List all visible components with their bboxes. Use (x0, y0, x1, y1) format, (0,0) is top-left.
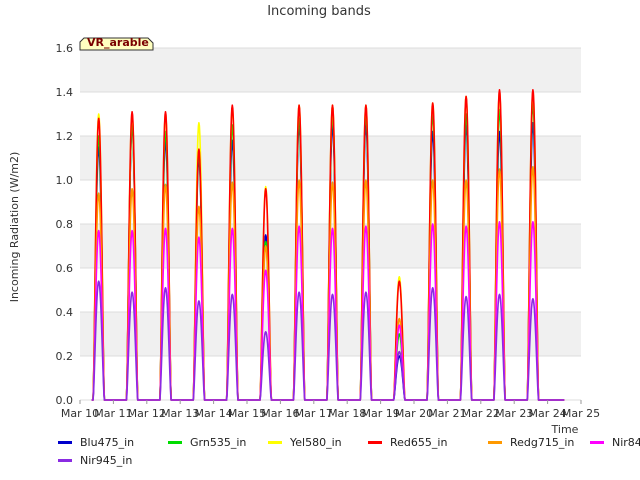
legend-label: Nir840_in (612, 436, 640, 449)
legend-item-nir840_in: Nir840_in (590, 436, 640, 449)
x-tick-label: Mar 16 (261, 407, 299, 420)
x-tick-label: Mar 21 (428, 407, 466, 420)
y-tick-label: 1.0 (56, 174, 74, 187)
plot-area (80, 47, 581, 401)
legend-label: Grn535_in (190, 436, 247, 449)
series-line-nir945_in (91, 280, 565, 401)
annotation-label: VR_arable (87, 36, 149, 49)
legend-label: Red655_in (390, 436, 448, 449)
y-tick-label: 0.0 (56, 394, 74, 407)
x-tick-label: Mar 20 (395, 407, 433, 420)
x-tick-label: Mar 14 (194, 407, 232, 420)
legend-swatch (168, 441, 182, 444)
x-tick-label: Mar 10 (61, 407, 99, 420)
legend-swatch (58, 441, 72, 444)
annotation-box: VR_arable (79, 36, 154, 51)
y-tick-label: 0.2 (56, 350, 74, 363)
x-tick-label: Mar 12 (128, 407, 166, 420)
legend-swatch (488, 441, 502, 444)
y-axis: 0.0 0.2 0.4 0.6 0.8 1.0 1.2 1.4 1.6 (56, 42, 74, 407)
y-tick-label: 1.2 (56, 130, 74, 143)
x-axis-label: Time (551, 423, 579, 436)
x-tick-label: Mar 13 (161, 407, 199, 420)
grid-band (80, 48, 581, 92)
x-tick-label: Mar 23 (495, 407, 533, 420)
y-tick-label: 0.8 (56, 218, 74, 231)
legend-item-nir945_in: Nir945_in (58, 454, 132, 467)
legend-label: Redg715_in (510, 436, 575, 449)
legend-swatch (368, 441, 382, 444)
y-tick-label: 0.4 (56, 306, 74, 319)
y-tick-label: 1.6 (56, 42, 74, 55)
legend-item-redg715_in: Redg715_in (488, 436, 574, 449)
x-tick-label: Mar 11 (94, 407, 132, 420)
x-tick-label: Mar 17 (295, 407, 333, 420)
legend-label: Nir945_in (80, 454, 133, 467)
x-tick-label: Mar 25 (562, 407, 600, 420)
legend-label: Blu475_in (80, 436, 135, 449)
legend-swatch (58, 459, 72, 462)
x-tick-label: Mar 19 (361, 407, 399, 420)
legend-swatch (590, 441, 604, 444)
chart-title: Incoming bands (267, 4, 371, 19)
x-tick-label: Mar 24 (528, 407, 566, 420)
y-axis-label: Incoming Radiation (W/m2) (8, 152, 21, 303)
series-lines (91, 89, 565, 401)
legend-item-blu475_in: Blu475_in (58, 436, 134, 449)
legend-swatch (268, 441, 282, 444)
x-tick-label: Mar 18 (328, 407, 366, 420)
x-tick-label: Mar 15 (228, 407, 266, 420)
y-tick-label: 1.4 (56, 86, 74, 99)
x-tick-label: Mar 22 (462, 407, 500, 420)
legend-item-yel580_in: Yel580_in (268, 436, 342, 449)
legend-item-grn535_in: Grn535_in (168, 436, 246, 449)
legend-item-red655_in: Red655_in (368, 436, 447, 449)
legend-label: Yel580_in (290, 436, 342, 449)
y-tick-label: 0.6 (56, 262, 74, 275)
